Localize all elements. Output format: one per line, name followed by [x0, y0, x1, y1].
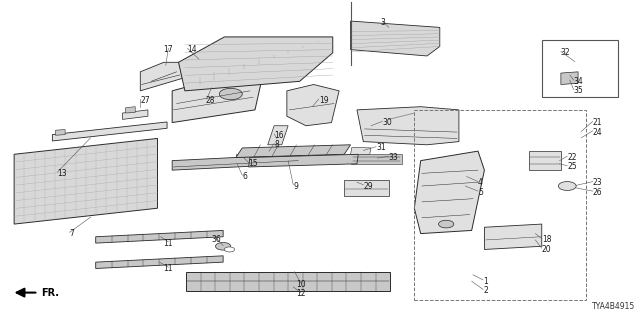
- Polygon shape: [414, 151, 484, 234]
- Circle shape: [558, 181, 576, 190]
- Text: 11: 11: [164, 264, 173, 273]
- Text: 36: 36: [212, 236, 221, 244]
- Polygon shape: [122, 110, 148, 119]
- Text: 29: 29: [364, 181, 373, 190]
- Text: 5: 5: [478, 188, 483, 197]
- Text: 25: 25: [567, 163, 577, 172]
- Polygon shape: [351, 154, 401, 164]
- Polygon shape: [172, 75, 261, 123]
- Polygon shape: [125, 107, 135, 113]
- Polygon shape: [351, 147, 371, 154]
- Circle shape: [216, 243, 231, 250]
- Polygon shape: [268, 126, 288, 145]
- Text: 12: 12: [296, 289, 306, 298]
- Circle shape: [220, 88, 243, 100]
- Circle shape: [438, 220, 454, 228]
- Text: 26: 26: [593, 188, 602, 197]
- Text: 27: 27: [140, 96, 150, 105]
- Polygon shape: [287, 84, 339, 126]
- Text: 1: 1: [483, 277, 488, 286]
- Polygon shape: [236, 154, 251, 161]
- Text: 7: 7: [70, 229, 74, 238]
- Text: 15: 15: [248, 159, 259, 168]
- Polygon shape: [52, 122, 167, 141]
- Polygon shape: [96, 230, 223, 243]
- Text: 20: 20: [541, 245, 552, 254]
- Text: 30: 30: [383, 118, 392, 127]
- Polygon shape: [236, 145, 351, 157]
- Text: 24: 24: [593, 128, 602, 137]
- Polygon shape: [248, 154, 358, 167]
- Polygon shape: [344, 180, 389, 196]
- Polygon shape: [529, 151, 561, 170]
- Text: 35: 35: [573, 86, 584, 95]
- Polygon shape: [351, 21, 440, 56]
- Text: 22: 22: [567, 153, 577, 162]
- Text: 19: 19: [319, 96, 328, 105]
- Text: 28: 28: [205, 96, 215, 105]
- Text: 32: 32: [561, 48, 570, 57]
- Polygon shape: [186, 272, 390, 291]
- Text: FR.: FR.: [41, 288, 59, 298]
- Text: 23: 23: [593, 178, 602, 187]
- Text: TYA4B4915: TYA4B4915: [592, 302, 636, 311]
- Text: 11: 11: [164, 239, 173, 248]
- Polygon shape: [56, 130, 65, 135]
- Text: 18: 18: [541, 236, 551, 244]
- Polygon shape: [96, 256, 223, 268]
- Text: 21: 21: [593, 118, 602, 127]
- Polygon shape: [140, 62, 191, 91]
- Text: 34: 34: [573, 77, 584, 86]
- Text: 10: 10: [296, 280, 306, 289]
- Text: 33: 33: [389, 153, 399, 162]
- Bar: [541, 40, 618, 97]
- Polygon shape: [484, 224, 541, 250]
- Text: 4: 4: [478, 178, 483, 187]
- Text: 3: 3: [380, 18, 385, 27]
- Text: 16: 16: [274, 131, 284, 140]
- Polygon shape: [14, 139, 157, 224]
- Text: 8: 8: [274, 140, 279, 149]
- Polygon shape: [561, 72, 578, 84]
- Polygon shape: [179, 37, 333, 91]
- Text: 2: 2: [483, 286, 488, 295]
- Text: 14: 14: [188, 45, 197, 54]
- Text: 6: 6: [243, 172, 247, 181]
- Text: 31: 31: [376, 143, 386, 152]
- Polygon shape: [357, 107, 459, 145]
- Bar: [414, 110, 586, 300]
- Text: 9: 9: [293, 181, 298, 190]
- Polygon shape: [172, 154, 300, 170]
- Text: 13: 13: [58, 169, 67, 178]
- Circle shape: [225, 247, 235, 252]
- Text: 17: 17: [164, 45, 173, 54]
